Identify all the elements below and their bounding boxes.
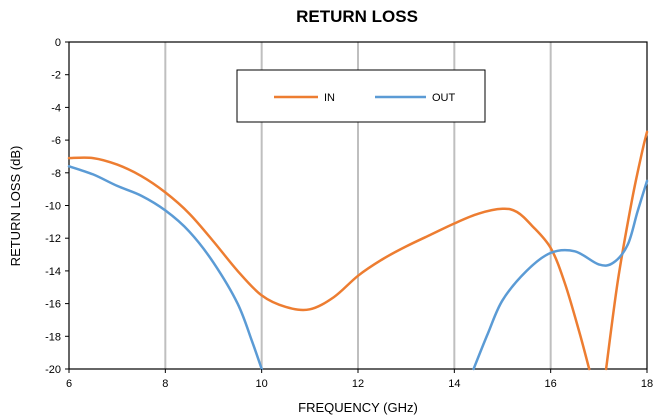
y-tick-label: -20 [45, 364, 61, 376]
y-tick-labels: 0 -2 -4 -6 -8 -10 -12 -14 -16 -18 -20 [45, 37, 69, 376]
series-group [67, 130, 649, 371]
y-tick-label: 0 [55, 37, 61, 49]
legend-label-in: IN [324, 92, 335, 104]
series-line-in [604, 130, 649, 371]
y-tick-label: -10 [45, 201, 61, 213]
y-tick-label: -4 [51, 102, 61, 114]
y-tick-label: -8 [51, 168, 61, 180]
series-line-out [67, 165, 263, 371]
x-tick-label: 14 [448, 378, 460, 390]
y-tick-label: -18 [45, 331, 61, 343]
legend-label-out: OUT [432, 92, 456, 104]
x-tick-labels: 6 8 10 12 14 16 18 [66, 369, 653, 390]
x-axis-label: FREQUENCY (GHz) [298, 400, 418, 415]
legend: IN OUT [236, 69, 486, 123]
chart-title: RETURN LOSS [296, 7, 418, 26]
x-tick-label: 10 [256, 378, 268, 390]
series-line-out [472, 179, 649, 371]
x-tick-label: 16 [545, 378, 557, 390]
y-tick-label: -2 [51, 70, 61, 82]
series-line-in [67, 156, 591, 371]
y-tick-label: -6 [51, 135, 61, 147]
y-tick-label: -16 [45, 299, 61, 311]
y-tick-label: -14 [45, 266, 61, 278]
x-tick-label: 8 [162, 378, 168, 390]
y-tick-label: -12 [45, 233, 61, 245]
y-axis-label: RETURN LOSS (dB) [8, 146, 23, 267]
x-tick-label: 18 [641, 378, 653, 390]
x-tick-label: 6 [66, 378, 72, 390]
x-tick-label: 12 [352, 378, 364, 390]
